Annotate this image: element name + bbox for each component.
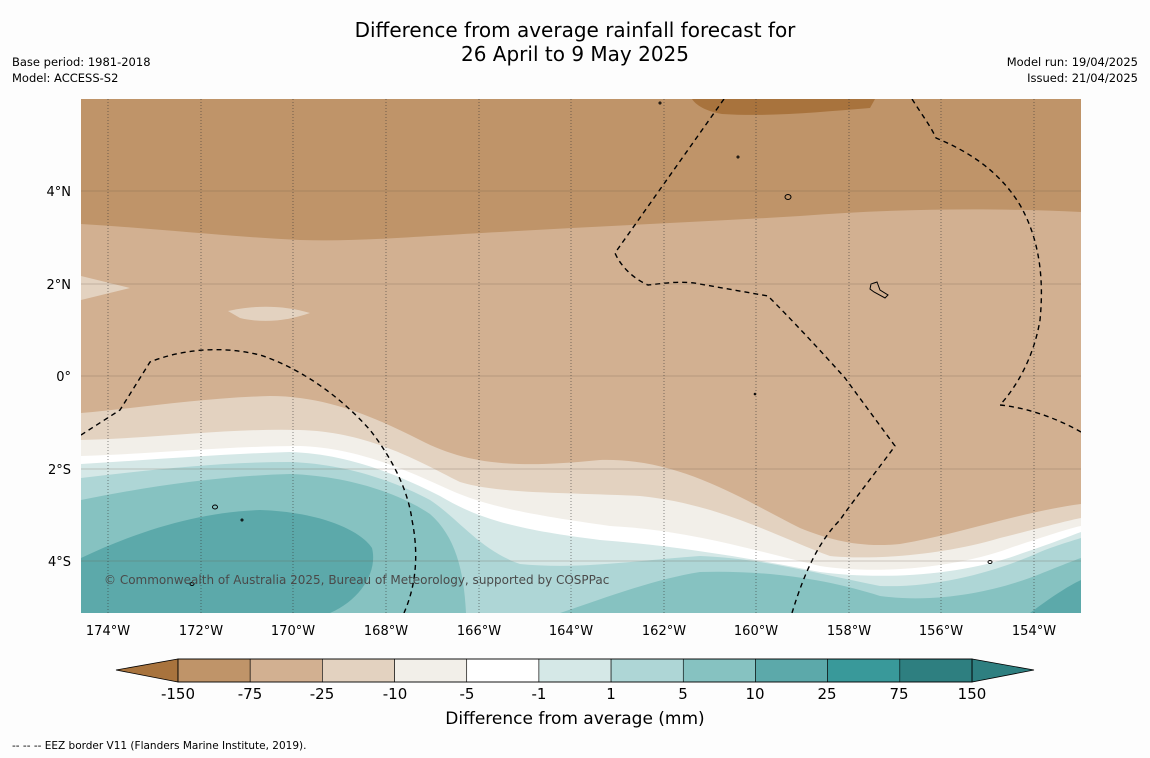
x-tick-label: 162°W — [642, 624, 686, 639]
colorbar: -150 -75 -25 -10 -5 -1 1 5 10 25 75 150 — [115, 658, 1035, 703]
x-tick-label: 166°W — [457, 624, 501, 639]
colorbar-label: -5 — [460, 685, 475, 703]
colorbar-label: -150 — [161, 685, 195, 703]
x-tick-label: 168°W — [364, 624, 408, 639]
x-tick-label: 158°W — [827, 624, 871, 639]
y-tick-labels: 4°N 2°N 0° 2°S 4°S — [47, 185, 72, 570]
x-tick-label: 160°W — [734, 624, 778, 639]
island — [869, 281, 889, 299]
colorbar-segment — [610, 658, 684, 683]
map-area: © Commonwealth of Australia 2025, Bureau… — [81, 99, 1081, 613]
colorbar-title: Difference from average (mm) — [445, 709, 705, 729]
colorbar-label: -25 — [310, 685, 335, 703]
eez-border-west — [81, 348, 417, 613]
x-tick-label: 172°W — [179, 624, 223, 639]
x-tick-labels: 174°W 172°W 170°W 168°W 166°W 164°W 162°… — [86, 624, 1056, 639]
base-period-text: Base period: 1981-2018 — [12, 55, 151, 69]
colorbar-segment — [538, 658, 612, 683]
map-title: Difference from average rainfall forecas… — [0, 18, 1150, 66]
x-tick-label: 164°W — [549, 624, 593, 639]
colorbar-label: 1 — [606, 685, 616, 703]
eez-border-east — [911, 99, 1081, 433]
meta-left: Base period: 1981-2018 Model: ACCESS-S2 — [12, 55, 151, 86]
colorbar-label: 25 — [817, 685, 836, 703]
y-tick-label: 4°N — [47, 185, 72, 200]
x-tick-label: 174°W — [86, 624, 130, 639]
island — [658, 101, 662, 105]
x-tick-label: 154°W — [1012, 624, 1056, 639]
colorbar-label: -75 — [238, 685, 263, 703]
colorbar-label: -1 — [532, 685, 547, 703]
colorbar-right-arrow — [971, 658, 1035, 683]
model-text: Model: ACCESS-S2 — [12, 70, 119, 85]
title-line-1: Difference from average rainfall forecas… — [354, 18, 796, 42]
colorbar-label: 10 — [745, 685, 764, 703]
x-tick-label: 156°W — [919, 624, 963, 639]
colorbar-segment — [899, 658, 973, 683]
colorbar-segment — [322, 658, 395, 683]
band-very-wet-west — [81, 510, 374, 613]
y-tick-label: 2°N — [47, 278, 72, 293]
patch-light-west — [81, 276, 130, 300]
title-line-2: 26 April to 9 May 2025 — [461, 42, 689, 66]
colorbar-segment — [755, 658, 828, 683]
eez-borders — [81, 99, 1081, 613]
issued-text: Issued: 21/04/2025 — [1027, 70, 1138, 85]
colorbar-segments — [177, 658, 973, 683]
colorbar-labels: -150 -75 -25 -10 -5 -1 1 5 10 25 75 150 — [161, 685, 986, 703]
copyright-text: © Commonwealth of Australia 2025, Bureau… — [104, 573, 609, 587]
band-very-wet-east — [1030, 580, 1081, 613]
island — [987, 560, 993, 564]
colorbar-label: 150 — [958, 685, 987, 703]
colorbar-segment — [177, 658, 251, 683]
colorbar-segment — [827, 658, 901, 683]
colorbar-segment — [682, 658, 756, 683]
colorbar-left-arrow — [115, 658, 179, 683]
colorbar-frame — [177, 658, 973, 683]
y-tick-label: 2°S — [48, 463, 71, 478]
island — [240, 518, 244, 522]
x-tick-label: 170°W — [271, 624, 315, 639]
island — [784, 194, 792, 200]
y-tick-label: 0° — [56, 370, 71, 385]
eez-legend-note: -- -- -- EEZ border V11 (Flanders Marine… — [12, 740, 307, 752]
island — [212, 504, 218, 510]
colorbar-segment — [466, 658, 540, 683]
colorbar-segment — [394, 658, 468, 683]
eez-border-north — [614, 99, 896, 613]
model-run-text: Model run: 19/04/2025 — [1006, 55, 1138, 69]
patch-very-dry — [692, 99, 875, 115]
colorbar-label: -10 — [383, 685, 408, 703]
island — [736, 155, 740, 159]
latitude-gridlines — [81, 190, 1081, 562]
colorbar-label: 75 — [889, 685, 908, 703]
patch-light-center — [228, 306, 310, 321]
colorbar-label: 5 — [678, 685, 688, 703]
meta-right: Model run: 19/04/2025 Issued: 21/04/2025 — [1007, 55, 1138, 86]
y-tick-label: 4°S — [48, 555, 71, 570]
band-dry-north — [81, 99, 1081, 241]
colorbar-segment — [249, 658, 323, 683]
islands — [189, 101, 993, 586]
island — [189, 582, 195, 586]
